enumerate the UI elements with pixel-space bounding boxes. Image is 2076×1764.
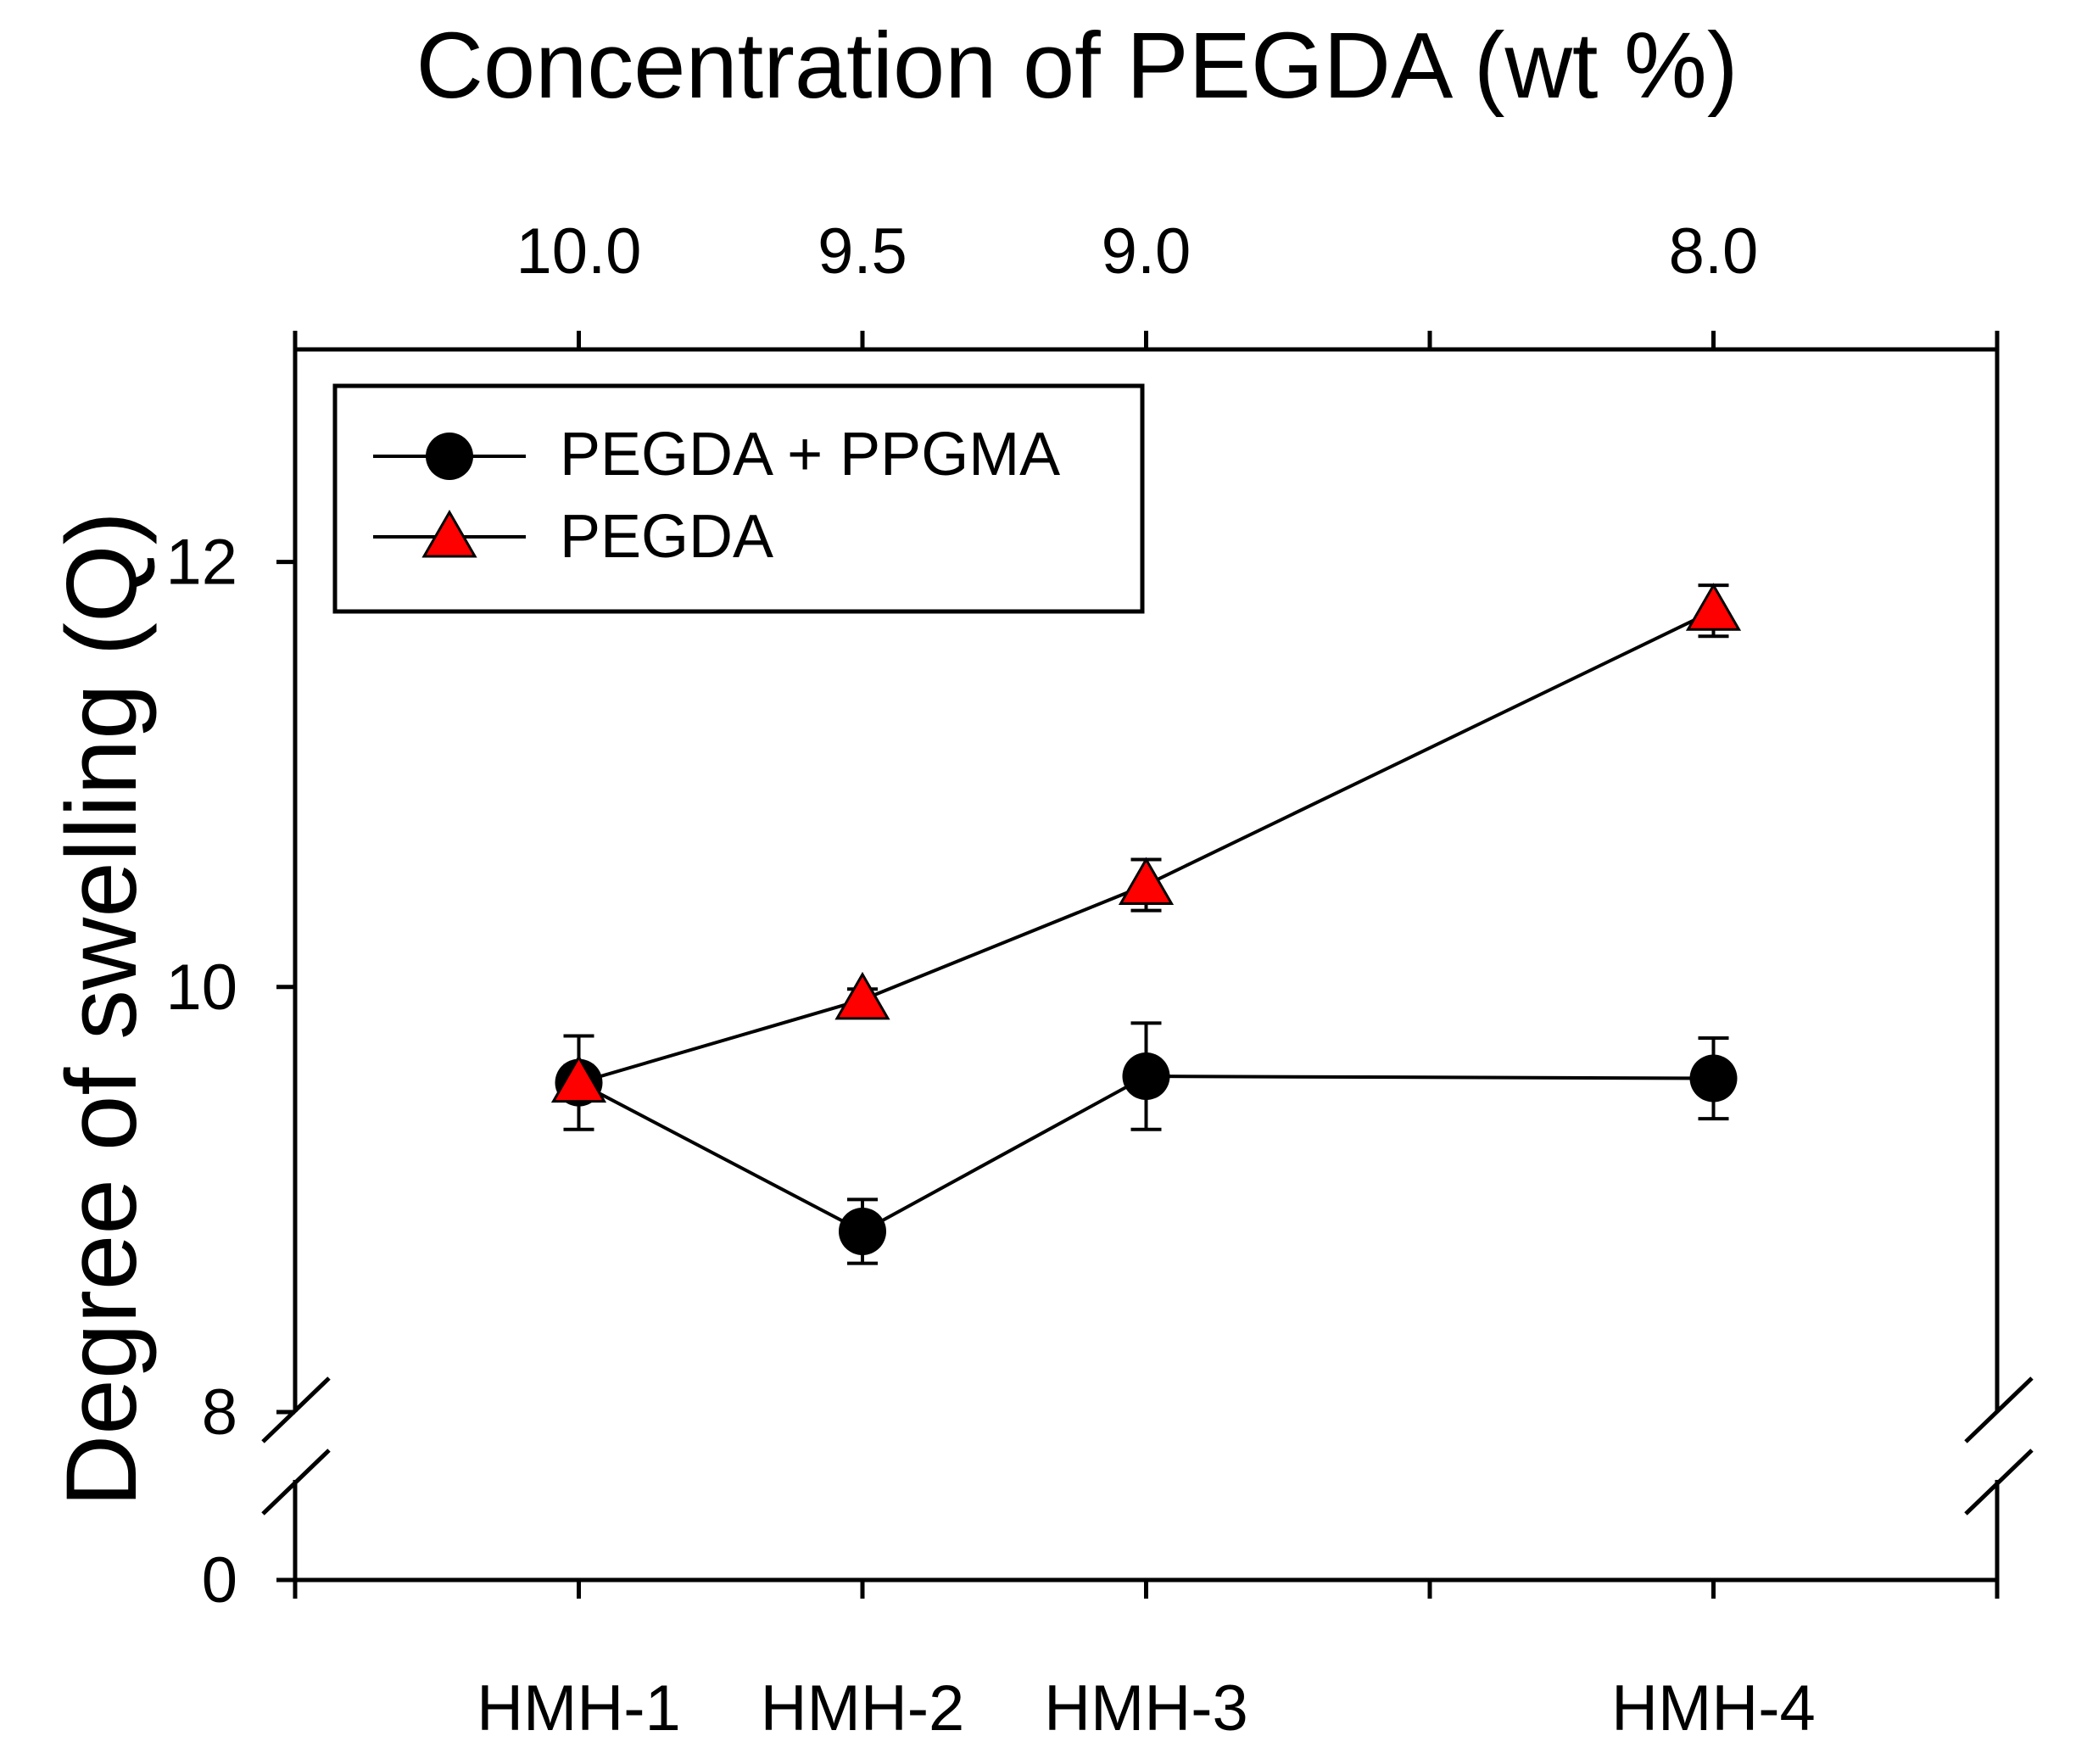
legend-box <box>332 383 1145 614</box>
legend-marker-pegda <box>421 509 477 558</box>
series-layer <box>550 583 1742 1265</box>
data-point <box>1689 1054 1738 1102</box>
y-tick-label: 12 <box>165 527 237 599</box>
y-tick-label: 8 <box>202 1376 237 1449</box>
break-mark-left-2 <box>261 1449 331 1516</box>
x-category-label: HMH-4 <box>1611 1672 1816 1744</box>
data-point <box>1122 1052 1170 1101</box>
axis-break-marks <box>261 1376 2034 1516</box>
series-line <box>578 1075 1714 1234</box>
data-point <box>1685 583 1742 631</box>
y-tick-label: 10 <box>165 952 237 1024</box>
x-top-tick-label: 9.0 <box>1102 215 1191 287</box>
y-axis-title: Degree of swelling (Q) <box>46 511 158 1507</box>
x-category-label: HMH-2 <box>761 1672 965 1744</box>
y-tick-label: 0 <box>202 1544 237 1616</box>
break-mark-left-1 <box>261 1376 331 1443</box>
legend-label-pegda-ppgma: PEGDA + PPGMA <box>560 421 1060 488</box>
x-top-tick-label: 10.0 <box>516 215 642 287</box>
data-point <box>1118 857 1175 906</box>
series-line <box>578 609 1715 1085</box>
legend-marker-pegda-ppgma <box>426 433 473 480</box>
legend: PEGDA + PPGMA PEGDA <box>332 383 1145 614</box>
top-axis-title: Concentration of PEGDA (wt %) <box>416 14 1738 118</box>
x-top-tick-label: 9.5 <box>818 215 907 287</box>
x-category-label: HMH-3 <box>1044 1672 1248 1744</box>
x-top-tick-label: 8.0 <box>1669 215 1759 287</box>
data-point <box>839 1207 886 1255</box>
break-mark-right-2 <box>1964 1449 2034 1516</box>
break-mark-right-1 <box>1964 1376 2034 1443</box>
data-point <box>834 971 890 1020</box>
legend-label-pegda: PEGDA <box>560 503 773 571</box>
x-category-label: HMH-1 <box>477 1672 681 1744</box>
axis-ticks: HMH-1 10.0 HMH-2 9.5 HMH-3 9.0 HMH-4 8.0 0 8 10 12 <box>165 215 2000 1744</box>
data-point <box>550 1054 607 1103</box>
